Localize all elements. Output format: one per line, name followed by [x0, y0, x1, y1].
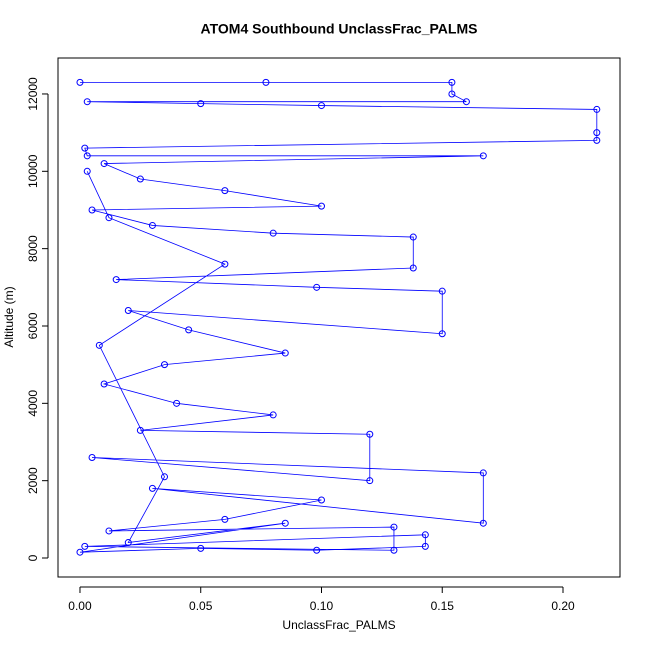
data-point — [197, 100, 205, 108]
data-point — [136, 175, 144, 183]
data-point — [281, 349, 289, 357]
data-point — [317, 496, 325, 504]
data-point — [100, 160, 108, 168]
x-tick-label: 0.05 — [189, 599, 213, 613]
data-point — [448, 90, 456, 98]
y-tick-label: 8000 — [26, 235, 40, 262]
data-point — [438, 287, 446, 295]
data-point — [479, 152, 487, 160]
data-point — [83, 98, 91, 106]
data-point — [593, 129, 601, 137]
data-point — [448, 78, 456, 86]
data-point — [173, 399, 181, 407]
data-point — [112, 276, 120, 284]
data-point — [593, 136, 601, 144]
data-point — [124, 539, 132, 547]
data-point — [421, 531, 429, 539]
data-point — [83, 167, 91, 175]
data-point — [148, 221, 156, 229]
data-point — [76, 548, 84, 556]
data-point — [100, 380, 108, 388]
data-point — [221, 515, 229, 523]
data-point — [95, 341, 103, 349]
data-point — [185, 326, 193, 334]
chart-title: ATOM4 Southbound UnclassFrac_PALMS — [201, 21, 478, 37]
y-tick-label: 2000 — [26, 467, 40, 494]
data-point — [81, 542, 89, 550]
x-tick-label: 0.10 — [310, 599, 334, 613]
data-point — [161, 361, 169, 369]
data-point — [83, 152, 91, 160]
data-point — [88, 206, 96, 214]
data-point — [197, 544, 205, 552]
data-point — [269, 229, 277, 237]
y-tick-label: 4000 — [26, 390, 40, 417]
data-point — [281, 519, 289, 527]
data-point — [105, 527, 113, 535]
data-point — [421, 542, 429, 550]
data-point — [88, 453, 96, 461]
data-point — [366, 477, 374, 485]
y-tick-label: 10000 — [26, 154, 40, 188]
data-point — [221, 260, 229, 268]
y-tick-label: 12000 — [26, 77, 40, 111]
y-tick-label: 6000 — [26, 312, 40, 339]
data-point — [269, 411, 277, 419]
data-point — [148, 484, 156, 492]
data-point — [479, 469, 487, 477]
data-point — [409, 233, 417, 241]
x-tick-label: 0.20 — [551, 599, 575, 613]
data-point — [136, 426, 144, 434]
data-point — [317, 102, 325, 110]
data-point — [81, 144, 89, 152]
data-point — [161, 473, 169, 481]
data-point — [76, 78, 84, 86]
x-tick-label: 0.15 — [431, 599, 455, 613]
data-point — [390, 523, 398, 531]
data-line — [79, 81, 598, 553]
data-point — [593, 105, 601, 113]
data-point — [462, 98, 470, 106]
x-axis-label: UnclassFrac_PALMS — [282, 618, 395, 632]
data-point — [409, 264, 417, 272]
data-point — [366, 430, 374, 438]
data-point — [479, 519, 487, 527]
data-point — [313, 546, 321, 554]
data-point — [105, 214, 113, 222]
data-point — [313, 283, 321, 291]
data-point — [390, 546, 398, 554]
data-point — [262, 78, 270, 86]
y-tick-label: 0 — [26, 554, 40, 561]
data-point — [438, 330, 446, 338]
data-point — [221, 187, 229, 195]
plot-frame — [57, 57, 621, 578]
x-tick-label: 0.00 — [68, 599, 92, 613]
y-axis-label: Altitude (m) — [2, 286, 16, 347]
data-point — [124, 307, 132, 315]
data-point — [317, 202, 325, 210]
